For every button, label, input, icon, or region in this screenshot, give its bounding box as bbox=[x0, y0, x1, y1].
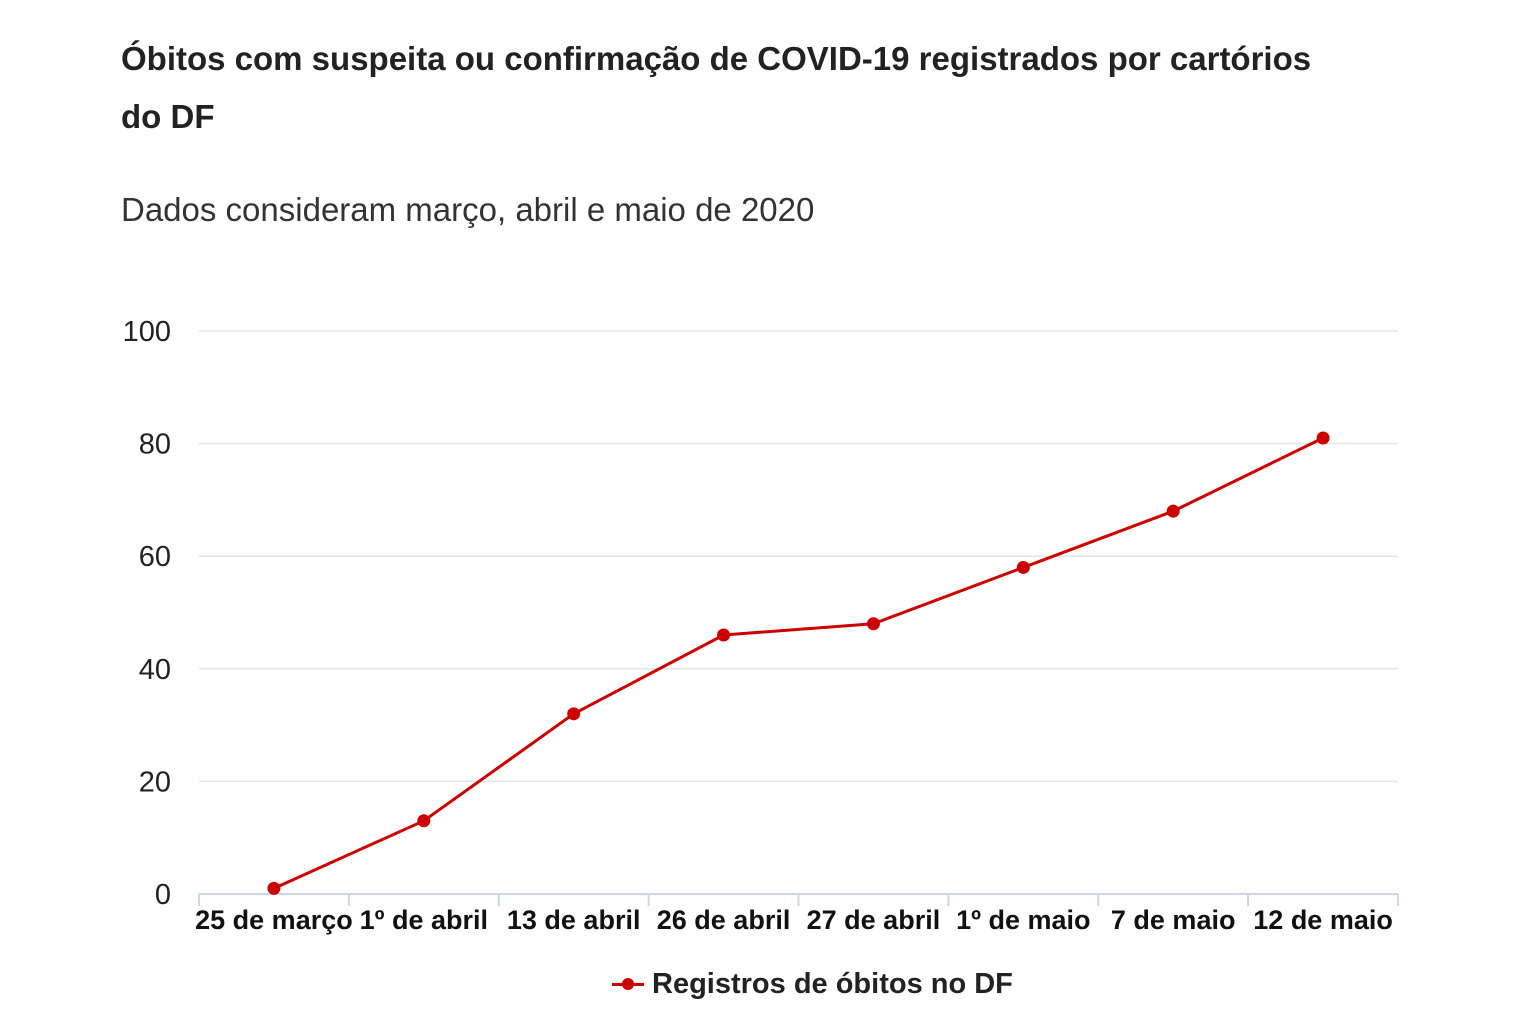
data-point[interactable] bbox=[866, 617, 880, 631]
y-tick-label: 100 bbox=[123, 316, 171, 348]
series-registros bbox=[267, 431, 1330, 895]
y-tick-label: 20 bbox=[139, 766, 171, 798]
legend-label: Registros de óbitos no DF bbox=[652, 967, 1013, 1000]
y-axis-ticks: 0 20 40 60 80 100 bbox=[123, 316, 171, 911]
x-tick-label: 25 de março bbox=[195, 905, 353, 935]
y-tick-label: 60 bbox=[139, 541, 171, 573]
data-point[interactable] bbox=[1166, 504, 1180, 518]
y-tick-label: 80 bbox=[139, 429, 171, 461]
x-axis-ticks: 25 de março 1º de abril 13 de abril 26 de a… bbox=[195, 905, 1393, 935]
data-point[interactable] bbox=[417, 814, 431, 828]
x-tick-label: 1º de maio bbox=[956, 905, 1090, 935]
series-line bbox=[273, 436, 1324, 890]
data-point[interactable] bbox=[1316, 431, 1330, 445]
data-point[interactable] bbox=[567, 707, 581, 721]
x-axis bbox=[198, 893, 1399, 906]
x-tick-label: 27 de abril bbox=[807, 905, 941, 935]
x-tick-label: 12 de maio bbox=[1253, 905, 1393, 935]
x-tick-label: 13 de abril bbox=[507, 905, 641, 935]
chart-title: Óbitos com suspeita ou confirmação de CO… bbox=[121, 40, 1312, 135]
grid-lines bbox=[199, 330, 1398, 783]
x-tick-label: 7 de maio bbox=[1111, 905, 1236, 935]
data-point[interactable] bbox=[717, 628, 731, 642]
y-tick-label: 0 bbox=[155, 879, 171, 911]
legend[interactable]: Registros de óbitos no DF bbox=[612, 962, 1013, 1006]
x-tick-label: 1º de abril bbox=[360, 905, 488, 935]
legend-marker-icon bbox=[612, 974, 644, 994]
y-tick-label: 40 bbox=[139, 654, 171, 686]
x-tick-label: 26 de abril bbox=[657, 905, 791, 935]
data-point[interactable] bbox=[1016, 560, 1030, 574]
data-point[interactable] bbox=[267, 881, 281, 895]
chart-subtitle: Dados consideram março, abril e maio de … bbox=[121, 191, 815, 228]
